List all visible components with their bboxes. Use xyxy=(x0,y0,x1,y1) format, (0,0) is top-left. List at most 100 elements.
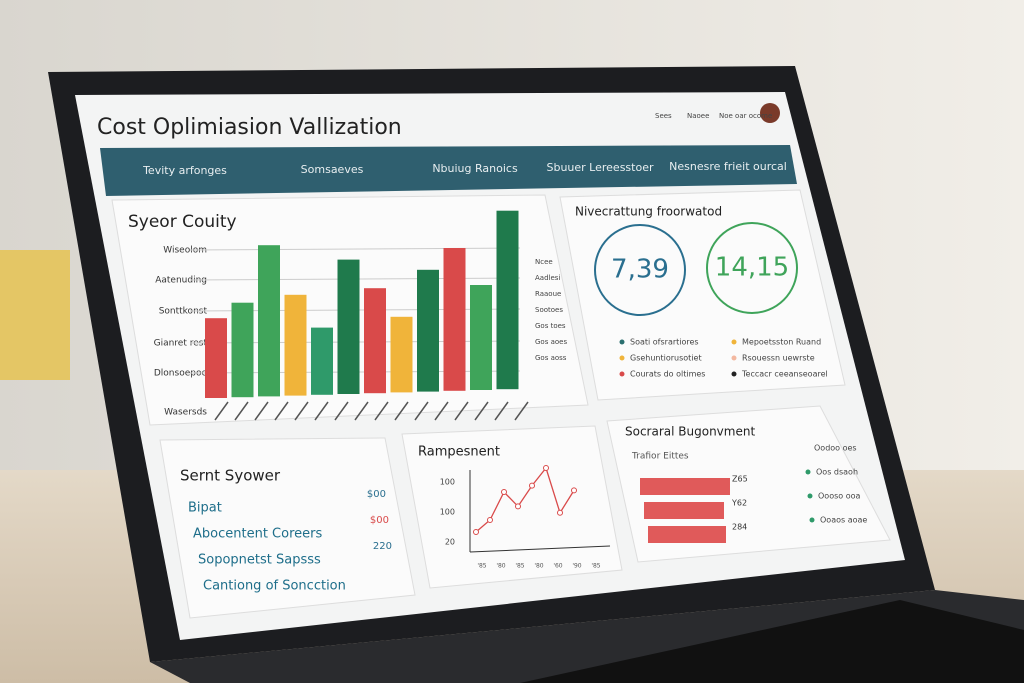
legend-dot xyxy=(731,371,737,377)
legend-label: Soati ofsrartiores xyxy=(630,338,699,347)
nav-tab[interactable]: Nbuiug Ranoics xyxy=(432,162,518,175)
right-label: Aadlesi xyxy=(535,274,560,282)
blur-object xyxy=(0,250,70,380)
legend-label: Teccacr ceeanseoarel xyxy=(741,370,828,379)
legend-label: Oooso ooa xyxy=(818,492,860,501)
hatch xyxy=(434,401,449,421)
header-link[interactable]: Sees xyxy=(655,112,672,120)
kpi-value: 7,39 xyxy=(611,255,669,285)
page-title: Cost Oplimiasion Vallization xyxy=(97,115,402,140)
point xyxy=(571,487,577,494)
bar xyxy=(205,318,227,398)
panel-title: Sernt Syower xyxy=(180,467,281,485)
row-value: 220 xyxy=(373,541,392,552)
row-label: Aatenuding xyxy=(155,276,207,286)
legend-dot xyxy=(619,371,625,377)
hbar-panel xyxy=(606,405,891,563)
nav-tab[interactable]: Tevity arfonges xyxy=(142,164,227,177)
bar xyxy=(390,316,413,393)
panel-title: Syeor Couity xyxy=(128,212,237,232)
legend-label: Ooaos aoae xyxy=(820,516,867,525)
hbar-label: Z65 xyxy=(732,475,748,484)
legend-dot xyxy=(731,355,737,361)
point xyxy=(515,503,521,510)
row-label: Wiseolom xyxy=(163,246,207,256)
bar xyxy=(417,269,439,392)
right-label: Gos aoes xyxy=(535,338,567,346)
bar xyxy=(231,302,254,398)
point xyxy=(473,529,479,535)
legend-label: Mepoetsston Ruand xyxy=(742,338,821,347)
hatch xyxy=(334,401,349,421)
legend-label: Gsehuntiorusotiet xyxy=(630,354,702,363)
bar xyxy=(470,285,492,390)
tick-label: 100 xyxy=(440,478,455,487)
legend-dot xyxy=(619,355,625,361)
keyboard xyxy=(520,600,1024,683)
point xyxy=(529,482,535,489)
hatch xyxy=(474,401,489,421)
axis xyxy=(469,545,611,553)
hatch xyxy=(374,401,389,421)
row-label: Bipat xyxy=(188,501,222,516)
x-label: '60 xyxy=(553,563,562,570)
panel-title: Rampesnent xyxy=(418,445,500,460)
legend-label: Oos dsaoh xyxy=(816,468,858,477)
hatch xyxy=(274,401,289,421)
nav-tab[interactable]: Somsaeves xyxy=(301,163,364,176)
tick-label: 20 xyxy=(445,538,455,547)
right-label: Sootoes xyxy=(535,306,563,314)
point xyxy=(557,509,563,516)
row-value: $00 xyxy=(370,515,389,526)
right-label: Ncee xyxy=(535,258,553,266)
hatch xyxy=(514,401,529,421)
x-label: '85 xyxy=(591,563,600,570)
bar xyxy=(258,245,280,397)
legend-dot xyxy=(619,339,625,345)
bar xyxy=(311,327,333,395)
bar xyxy=(337,259,360,394)
panel-title: Nivecrattung froorwatod xyxy=(575,205,722,219)
kpi-ring xyxy=(594,224,686,316)
x-label: '90 xyxy=(572,563,581,570)
x-label: '85 xyxy=(515,563,524,570)
row-label: Gianret rest xyxy=(154,339,208,349)
hbar xyxy=(640,478,730,495)
legend-dot xyxy=(731,339,737,345)
hbar-label: 284 xyxy=(732,523,747,532)
hatch xyxy=(294,401,309,421)
hbar-label: Y62 xyxy=(731,499,747,508)
legend-dot xyxy=(805,469,811,475)
hatch xyxy=(394,401,409,421)
legend-label: Rsouessn uewrste xyxy=(742,354,815,363)
bar xyxy=(496,210,519,390)
nav-tab[interactable]: Sbuuer Lereesstoer xyxy=(546,161,653,174)
panel-subtitle: Trafior Eittes xyxy=(631,452,689,462)
hatch xyxy=(454,401,469,421)
kpi-panel xyxy=(559,189,846,401)
hatch xyxy=(494,401,509,421)
hatch xyxy=(234,401,249,421)
header-link[interactable]: Noe oar ocome xyxy=(719,112,772,120)
x-label: '85 xyxy=(477,563,486,570)
legend-label: Oodoo oes xyxy=(814,444,857,453)
hatch xyxy=(314,401,329,421)
point xyxy=(487,517,493,523)
bar xyxy=(443,248,466,391)
x-label: '80 xyxy=(496,563,505,570)
row-label: Cantiong of Soncction xyxy=(203,579,346,594)
header-link[interactable]: Naoee xyxy=(687,112,709,120)
bar xyxy=(364,288,386,394)
nav-tab[interactable]: Nesnesre frieit ourcal xyxy=(669,160,787,173)
row-label: Wasersds xyxy=(164,408,207,418)
point xyxy=(543,465,549,471)
point xyxy=(501,489,507,495)
avatar[interactable] xyxy=(760,103,780,123)
hatch xyxy=(214,401,229,421)
row-label: Dlonsoepoe xyxy=(154,369,208,379)
x-label: '80 xyxy=(534,563,543,570)
line xyxy=(475,466,575,533)
nav-bar xyxy=(100,145,797,196)
bar xyxy=(284,294,307,396)
